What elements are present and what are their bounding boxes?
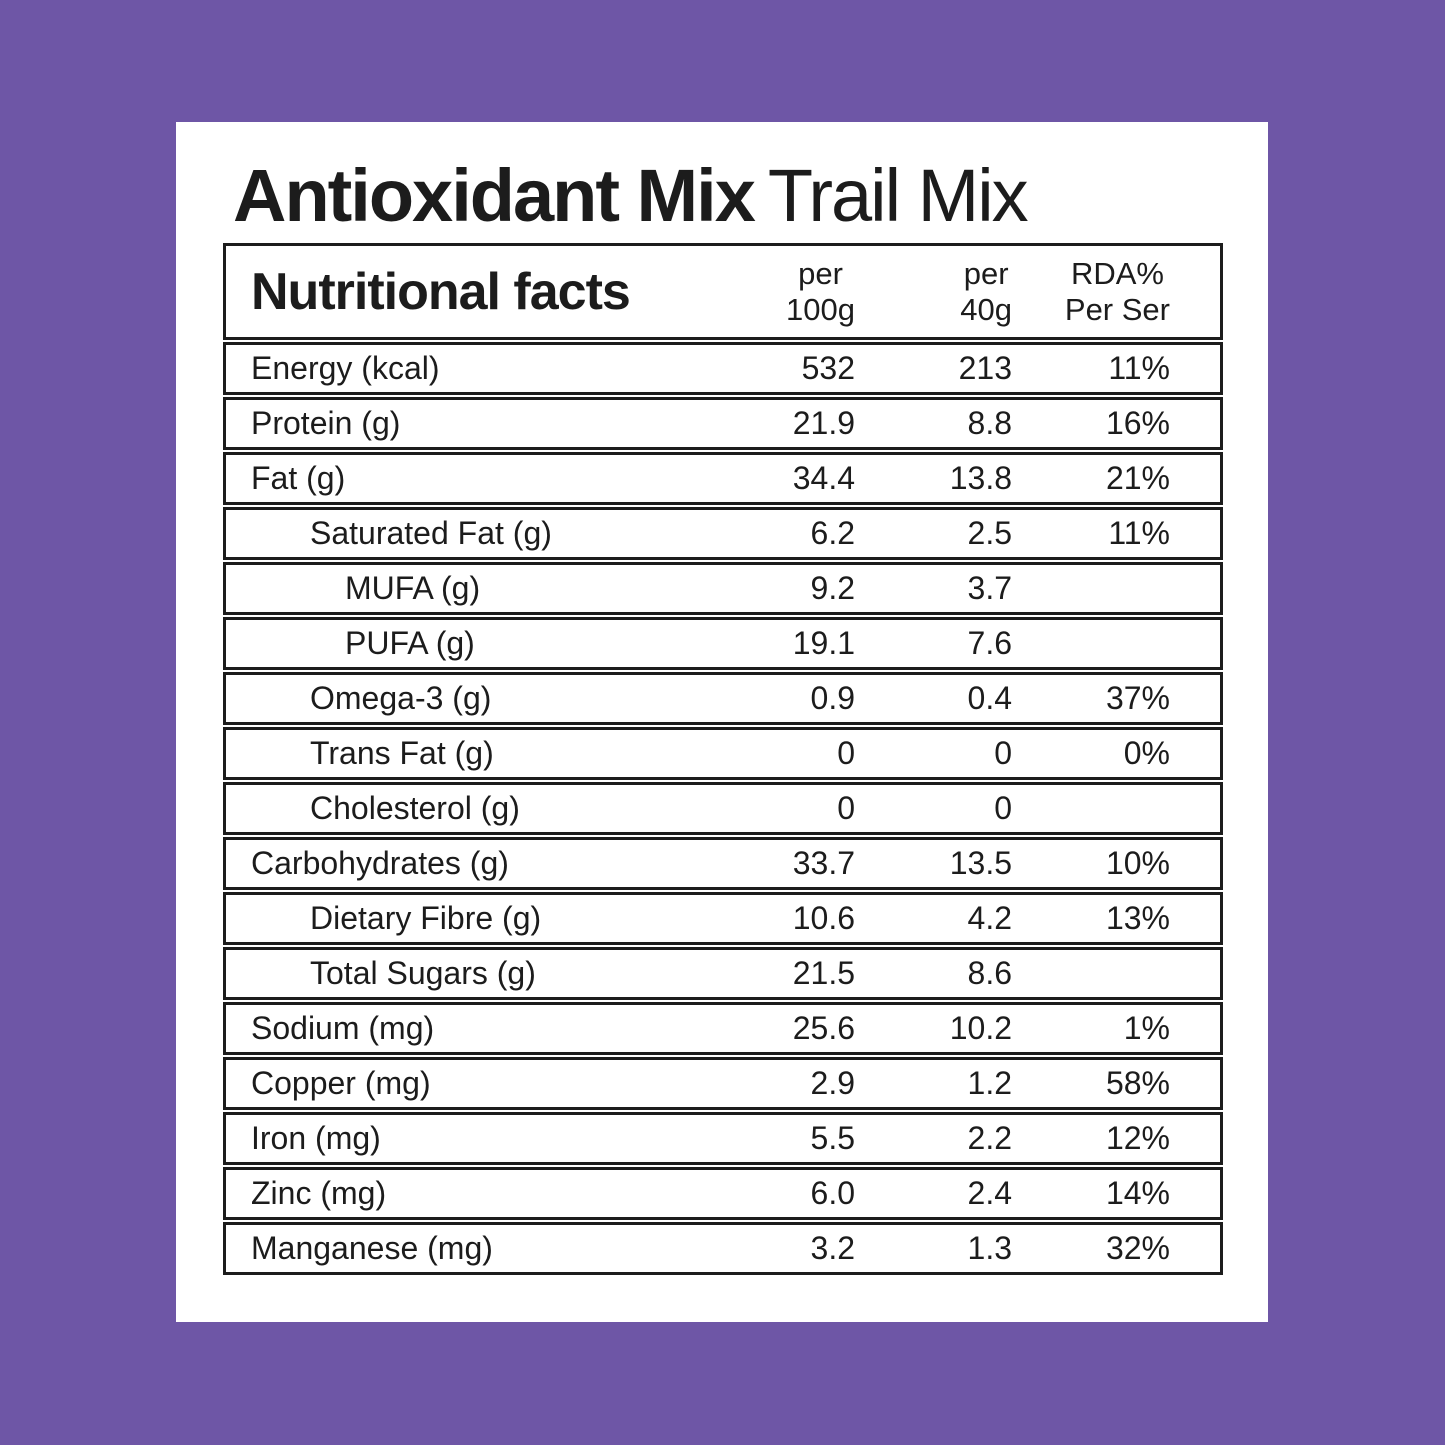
nutrition-label-card: Antioxidant Mix Trail Mix Nutritional fac… <box>176 122 1268 1322</box>
value-per-40g: 8.6 <box>967 955 1012 991</box>
value-rda: 11% <box>1108 350 1170 386</box>
nutrient-label: Fat (g) <box>251 460 346 496</box>
table-row: Sodium (mg) 25.6 10.2 1% <box>223 1002 1223 1055</box>
col1-line1: per <box>798 255 843 291</box>
value-per-40g: 2.2 <box>967 1120 1012 1156</box>
col2-line1: per <box>963 255 1009 291</box>
nutrient-label: Carbohydrates (g) <box>251 845 509 881</box>
column-header-per-100g: per 100g <box>710 256 855 328</box>
value-rda: 16% <box>1105 405 1170 441</box>
product-variant: Trail Mix <box>767 154 1029 237</box>
table-row: MUFA (g) 9.2 3.7 <box>223 562 1223 615</box>
product-name: Antioxidant Mix <box>233 154 756 237</box>
table-row: Fat (g) 34.4 13.8 21% <box>223 452 1223 505</box>
value-per-100g: 5.5 <box>810 1120 855 1156</box>
nutrient-label: Sodium (mg) <box>251 1010 435 1046</box>
nutrition-table: Nutritional facts per 100g per 40g RDA% … <box>223 243 1223 1275</box>
value-per-40g: 8.8 <box>967 405 1012 441</box>
value-rda: 58% <box>1105 1065 1170 1101</box>
value-per-100g: 21.5 <box>792 955 855 991</box>
value-per-40g: 213 <box>958 350 1012 386</box>
value-per-40g: 7.6 <box>967 625 1012 661</box>
table-row: Energy (kcal) 532 213 11% <box>223 342 1223 395</box>
table-row: Protein (g) 21.9 8.8 16% <box>223 397 1223 450</box>
nutrient-label: Dietary Fibre (g) <box>310 900 542 936</box>
table-row: Total Sugars (g) 21.5 8.6 <box>223 947 1223 1000</box>
value-rda: 10% <box>1105 845 1170 881</box>
col3-line2: Per Ser <box>1064 291 1170 327</box>
nutrient-label: Trans Fat (g) <box>310 735 494 771</box>
table-row: Omega-3 (g) 0.9 0.4 37% <box>223 672 1223 725</box>
value-rda: 11% <box>1108 515 1170 551</box>
table-row: Carbohydrates (g) 33.7 13.5 10% <box>223 837 1223 890</box>
value-per-100g: 0 <box>837 735 855 771</box>
column-header-rda: RDA% Per Ser <box>1012 256 1220 328</box>
nutrient-label: Protein (g) <box>251 405 401 441</box>
value-rda: 12% <box>1105 1120 1170 1156</box>
table-row: Saturated Fat (g) 6.2 2.5 11% <box>223 507 1223 560</box>
value-rda: 14% <box>1105 1175 1170 1211</box>
value-per-100g: 34.4 <box>792 460 855 496</box>
nutrient-label: Cholesterol (g) <box>310 790 520 826</box>
table-row: Iron (mg) 5.5 2.2 12% <box>223 1112 1223 1165</box>
table-title: Nutritional facts <box>251 262 631 321</box>
value-per-40g: 1.2 <box>967 1065 1012 1101</box>
table-header-row: Nutritional facts per 100g per 40g RDA% … <box>223 243 1223 340</box>
value-rda: 13% <box>1105 900 1170 936</box>
value-per-100g: 3.2 <box>810 1230 855 1266</box>
nutrient-label: Manganese (mg) <box>251 1230 493 1266</box>
value-per-40g: 0 <box>994 735 1012 771</box>
column-header-per-40g: per 40g <box>855 256 1012 328</box>
nutrient-label: Iron (mg) <box>251 1120 381 1156</box>
value-per-100g: 0.9 <box>810 680 855 716</box>
nutrient-label: PUFA (g) <box>345 625 475 661</box>
value-per-100g: 19.1 <box>792 625 855 661</box>
value-per-100g: 532 <box>801 350 855 386</box>
value-per-40g: 2.5 <box>967 515 1012 551</box>
nutrient-label: Copper (mg) <box>251 1065 431 1101</box>
value-per-100g: 0 <box>837 790 855 826</box>
value-per-100g: 10.6 <box>792 900 855 936</box>
value-rda: 21% <box>1105 460 1170 496</box>
col3-line1: RDA% <box>1070 255 1164 291</box>
nutrient-label: Zinc (mg) <box>251 1175 387 1211</box>
table-row: Dietary Fibre (g) 10.6 4.2 13% <box>223 892 1223 945</box>
value-per-40g: 0.4 <box>967 680 1012 716</box>
value-per-40g: 1.3 <box>967 1230 1012 1266</box>
value-per-40g: 10.2 <box>949 1010 1012 1046</box>
nutrient-label: Omega-3 (g) <box>310 680 492 716</box>
nutrient-label: Saturated Fat (g) <box>310 515 552 551</box>
value-per-40g: 4.2 <box>967 900 1012 936</box>
nutrient-label: Total Sugars (g) <box>310 955 536 991</box>
value-per-100g: 6.0 <box>810 1175 855 1211</box>
table-row: Trans Fat (g) 0 0 0% <box>223 727 1223 780</box>
table-row: Cholesterol (g) 0 0 <box>223 782 1223 835</box>
value-rda: 1% <box>1123 1010 1170 1046</box>
value-per-100g: 2.9 <box>810 1065 855 1101</box>
table-rows: Energy (kcal) 532 213 11% Protein (g) 21.9 8.8… <box>223 342 1223 1275</box>
table-row: Manganese (mg) 3.2 1.3 32% <box>223 1222 1223 1275</box>
value-rda: 0% <box>1123 735 1170 771</box>
value-per-40g: 0 <box>994 790 1012 826</box>
value-per-100g: 33.7 <box>792 845 855 881</box>
value-per-40g: 13.5 <box>949 845 1012 881</box>
product-title: Antioxidant Mix Trail Mix <box>233 158 1223 234</box>
value-per-40g: 13.8 <box>949 460 1012 496</box>
col1-line2: 100g <box>786 291 855 327</box>
value-rda: 37% <box>1105 680 1170 716</box>
value-rda: 32% <box>1105 1230 1170 1266</box>
value-per-100g: 21.9 <box>792 405 855 441</box>
value-per-100g: 9.2 <box>810 570 855 606</box>
col2-line2: 40g <box>960 291 1012 327</box>
table-row: PUFA (g) 19.1 7.6 <box>223 617 1223 670</box>
value-per-40g: 3.7 <box>967 570 1012 606</box>
nutrient-label: Energy (kcal) <box>251 350 440 386</box>
value-per-100g: 6.2 <box>810 515 855 551</box>
table-row: Zinc (mg) 6.0 2.4 14% <box>223 1167 1223 1220</box>
table-row: Copper (mg) 2.9 1.2 58% <box>223 1057 1223 1110</box>
nutrient-label: MUFA (g) <box>345 570 481 606</box>
value-per-100g: 25.6 <box>792 1010 855 1046</box>
value-per-40g: 2.4 <box>967 1175 1012 1211</box>
